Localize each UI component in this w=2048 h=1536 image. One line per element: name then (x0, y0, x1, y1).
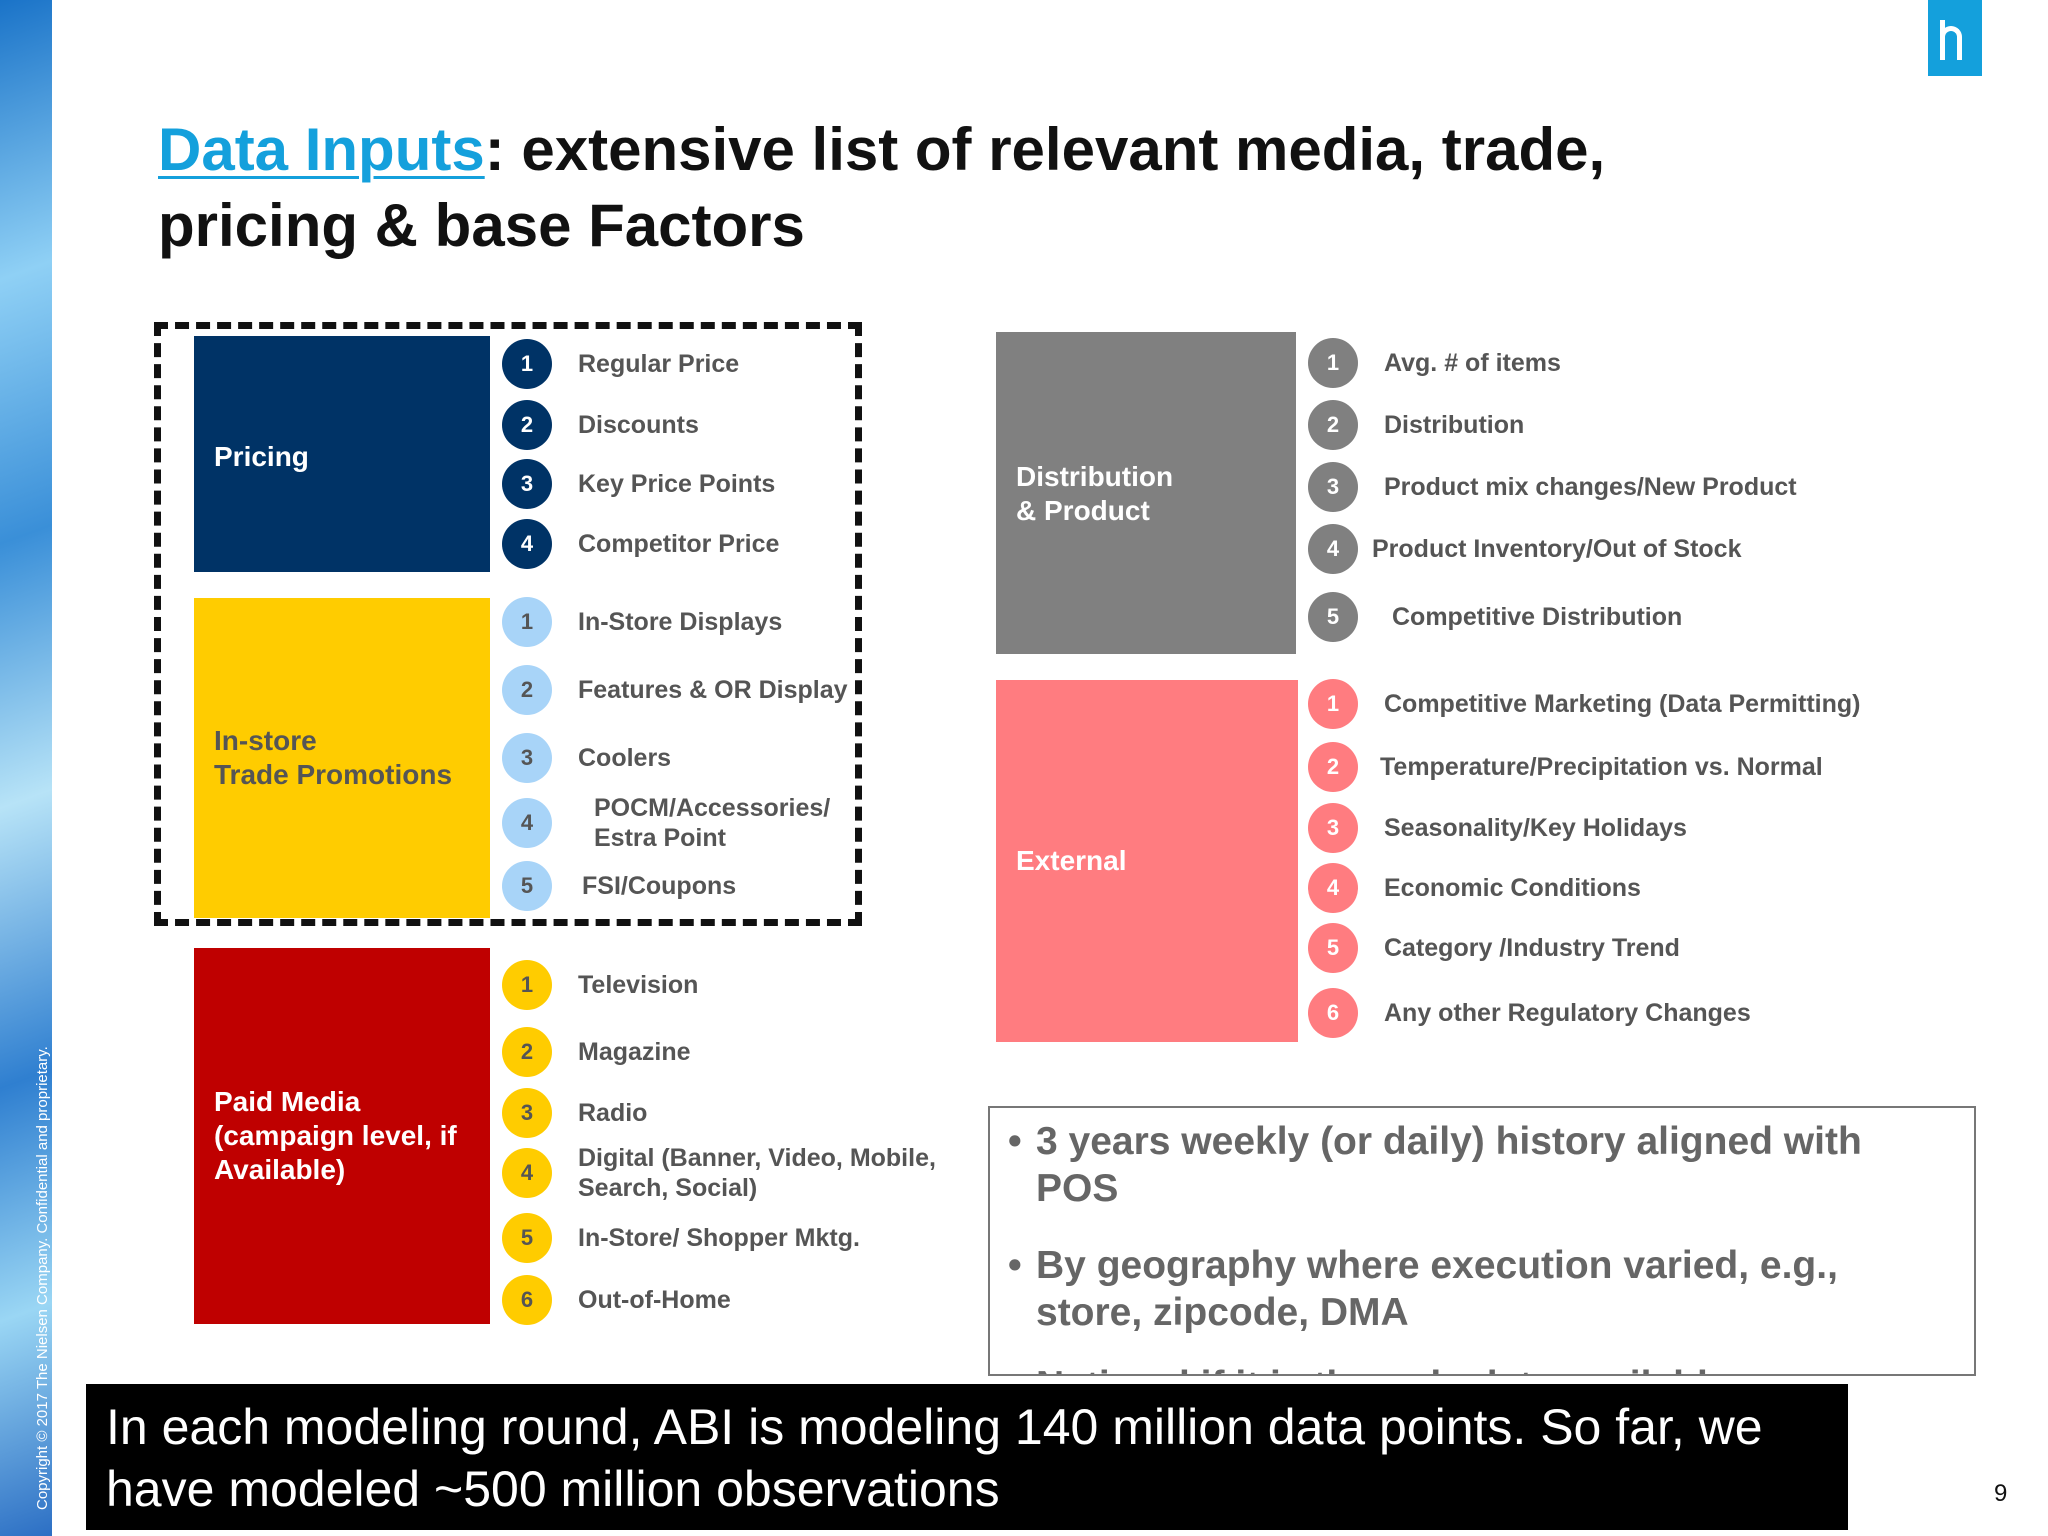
bullet-item: • 3 years weekly (or daily) history alig… (1008, 1118, 1928, 1212)
bullet-item: • By geography where execution varied, e… (1008, 1242, 1928, 1336)
pricing-item-number: 2 (502, 400, 552, 450)
distribution-item-label: Distribution (1384, 411, 1525, 439)
paidmedia-item-number: 5 (502, 1213, 552, 1263)
distribution-item-number: 4 (1308, 524, 1358, 574)
distribution-item-label: Product Inventory/Out of Stock (1372, 535, 1742, 563)
bullet-text: 3 years weekly (or daily) history aligne… (1036, 1120, 1862, 1210)
data-requirements-box: • 3 years weekly (or daily) history alig… (988, 1106, 1976, 1376)
distribution-item-label: Avg. # of items (1384, 349, 1561, 377)
external-item-number: 6 (1308, 988, 1358, 1038)
external-item-number: 1 (1308, 679, 1358, 729)
distribution-item-number: 1 (1308, 338, 1358, 388)
page-title: Data Inputs: extensive list of relevant … (158, 112, 1758, 264)
paidmedia-item-label: Radio (578, 1099, 648, 1127)
external-item-number: 4 (1308, 863, 1358, 913)
pricing-item-label: Discounts (578, 411, 699, 439)
instore-item-number: 3 (502, 733, 552, 783)
category-pricing: Pricing (194, 336, 490, 572)
left-decorative-band (0, 0, 52, 1536)
paidmedia-item-number: 1 (502, 960, 552, 1010)
external-item-number: 5 (1308, 923, 1358, 973)
bullet-text: National if it is the only data availabl… (1008, 1362, 1928, 1374)
external-item-label: Competitive Marketing (Data Permitting) (1384, 690, 1861, 718)
bullet-text: By geography where execution varied, e.g… (1036, 1244, 1838, 1334)
category-paid-media: Paid Media (campaign level, if Available… (194, 948, 490, 1324)
pricing-item-number: 3 (502, 459, 552, 509)
distribution-item-number: 2 (1308, 400, 1358, 450)
paidmedia-item-label: Magazine (578, 1038, 691, 1066)
instore-item-label: FSI/Coupons (582, 872, 737, 900)
external-item-label: Seasonality/Key Holidays (1384, 814, 1687, 842)
page-number: 9 (1994, 1480, 2008, 1507)
external-item-label: Economic Conditions (1384, 874, 1641, 902)
title-link-data-inputs[interactable]: Data Inputs (158, 116, 485, 183)
paidmedia-item-label: Out-of-Home (578, 1286, 731, 1314)
pricing-item-label: Key Price Points (578, 470, 776, 498)
bullet-dot: • (1008, 1120, 1022, 1163)
title-line2: pricing & base Factors (158, 192, 805, 259)
pricing-item-label: Competitor Price (578, 530, 780, 558)
instore-item-number: 5 (502, 861, 552, 911)
instore-item-number: 1 (502, 597, 552, 647)
external-item-number: 2 (1308, 742, 1358, 792)
pricing-item-number: 1 (502, 339, 552, 389)
instore-item-label: POCM/Accessories/ Estra Point (594, 794, 831, 852)
paidmedia-item-number: 6 (502, 1275, 552, 1325)
paidmedia-item-number: 2 (502, 1027, 552, 1077)
distribution-item-number: 3 (1308, 462, 1358, 512)
pricing-item-number: 4 (502, 519, 552, 569)
external-item-label: Any other Regulatory Changes (1384, 999, 1751, 1027)
paidmedia-item-label: Digital (Banner, Video, Mobile, Search, … (578, 1144, 936, 1202)
paidmedia-item-number: 4 (502, 1148, 552, 1198)
bullet-dot: • (1008, 1244, 1022, 1287)
distribution-item-number: 5 (1308, 592, 1358, 642)
bullet-item: • National if it is the only data availa… (1008, 1362, 1928, 1374)
instore-item-label: Coolers (578, 744, 672, 772)
copyright-notice: Copyright © 2017 The Nielsen Company. Co… (34, 1046, 51, 1510)
distribution-item-label: Product mix changes/New Product (1384, 473, 1797, 501)
distribution-item-label: Competitive Distribution (1392, 603, 1683, 631)
instore-item-number: 2 (502, 665, 552, 715)
instore-item-label: In-Store Displays (578, 608, 783, 636)
category-distribution-product: Distribution & Product (996, 332, 1296, 654)
category-external: External (996, 680, 1298, 1042)
instore-item-label: Features & OR Display (578, 676, 848, 704)
summary-banner: In each modeling round, ABI is modeling … (86, 1384, 1848, 1530)
external-item-label: Category /Industry Trend (1384, 934, 1680, 962)
category-instore-trade-promotions: In-store Trade Promotions (194, 598, 490, 918)
pricing-promotions-dashed-frame (154, 322, 862, 926)
external-item-number: 3 (1308, 803, 1358, 853)
paidmedia-item-number: 3 (502, 1088, 552, 1138)
title-rest: : extensive list of relevant media, trad… (484, 116, 1606, 183)
pricing-item-label: Regular Price (578, 350, 740, 378)
paidmedia-item-label: In-Store/ Shopper Mktg. (578, 1224, 860, 1252)
bullet-dot: • (1008, 1362, 1022, 1374)
instore-item-number: 4 (502, 798, 552, 848)
paidmedia-item-label: Television (578, 971, 699, 999)
external-item-label: Temperature/Precipitation vs. Normal (1380, 753, 1823, 781)
nielsen-logo (1928, 0, 1982, 76)
